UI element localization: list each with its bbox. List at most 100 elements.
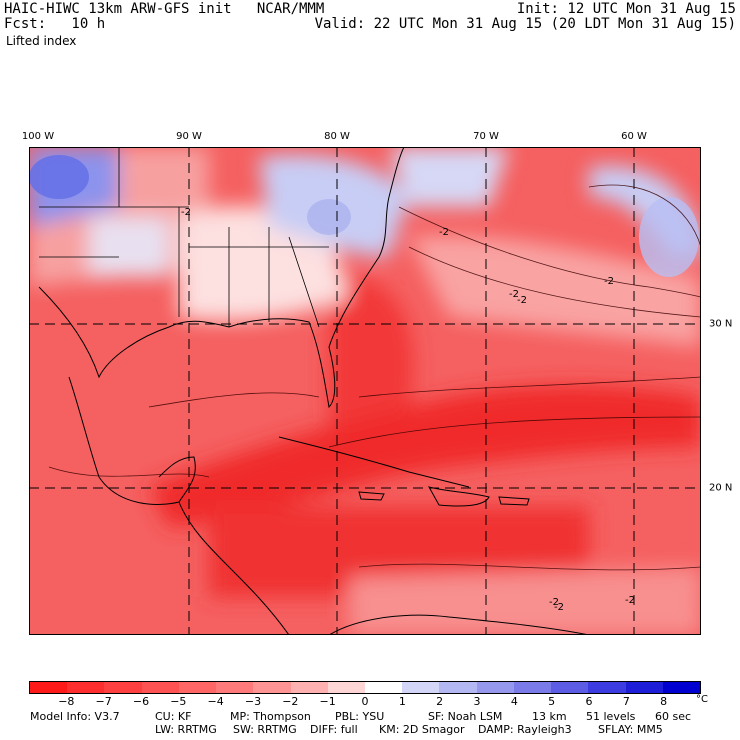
colorbar-swatch bbox=[402, 682, 440, 693]
colorbar-swatch bbox=[141, 682, 179, 693]
contour-label: -2 bbox=[554, 602, 564, 613]
colorbar-label: 4 bbox=[510, 695, 518, 708]
contour-label: -2 bbox=[439, 227, 449, 238]
colorbar-label: −1 bbox=[319, 695, 336, 708]
contours bbox=[48, 184, 701, 571]
map-border bbox=[29, 147, 701, 635]
latitude-label: 30 N bbox=[709, 318, 733, 330]
colorbar-label: −3 bbox=[244, 695, 262, 708]
state-border bbox=[39, 147, 329, 328]
forecast-hour: Fcst: 10 h bbox=[4, 16, 106, 32]
colorbar-label: 7 bbox=[622, 695, 630, 708]
colorbar-swatch bbox=[104, 682, 142, 693]
contour-line bbox=[588, 184, 701, 248]
contour-label: -2 bbox=[509, 289, 519, 300]
contour-line bbox=[408, 246, 701, 318]
us-gulf-coast bbox=[38, 147, 405, 409]
colorbar-swatch bbox=[30, 682, 68, 693]
colorbar-swatch bbox=[216, 682, 254, 693]
contour-line bbox=[398, 206, 701, 298]
model-info-item: SF: Noah LSM bbox=[428, 710, 503, 723]
graticule bbox=[29, 147, 701, 635]
colorbar-swatch bbox=[327, 682, 365, 693]
field-weak-south bbox=[349, 567, 701, 635]
field-positive-spot bbox=[307, 199, 351, 235]
model-info-item: CU: KF bbox=[155, 710, 192, 723]
field-name: Lifted index bbox=[6, 34, 77, 48]
contour-line bbox=[148, 392, 320, 408]
colorbar-label: −4 bbox=[207, 695, 224, 708]
contour-line bbox=[328, 416, 701, 448]
hispaniola-coast bbox=[428, 486, 490, 507]
init-time: Init: 12 UTC Mon 31 Aug 15 bbox=[516, 1, 736, 17]
colorbar-label: −8 bbox=[58, 695, 75, 708]
colorbar-label: 0 bbox=[361, 695, 369, 708]
model-info-item: 13 km bbox=[532, 710, 567, 723]
colorbar-label: 3 bbox=[473, 695, 481, 708]
coastlines bbox=[38, 147, 590, 635]
colorbar-swatch bbox=[588, 682, 626, 693]
model-info-item: PBL: YSU bbox=[335, 710, 385, 723]
model-info-row: Model Info: V3.7 CU: KF MP: Thompson PBL: Y… bbox=[0, 711, 740, 723]
model-title: HAIC-HIWC 13km ARW-GFS init NCAR/MMM bbox=[4, 1, 325, 17]
field-strong-band bbox=[149, 385, 701, 527]
longitude-label: 80 W bbox=[324, 131, 350, 142]
south-america-coast bbox=[328, 614, 590, 635]
colorbar-swatch bbox=[513, 682, 552, 693]
latitude-label: 20 N bbox=[709, 482, 733, 494]
colorbar-label: −6 bbox=[132, 695, 150, 708]
model-physics-item: SW: RRTMG bbox=[233, 723, 297, 736]
field-weak-atlantic bbox=[409, 235, 701, 347]
contour-line bbox=[358, 376, 701, 398]
field-positive-northeast bbox=[389, 147, 509, 207]
contour-label: -2 bbox=[517, 295, 527, 306]
model-physics-item: DIFF: full bbox=[310, 723, 358, 736]
colorbar-label: 1 bbox=[398, 695, 406, 708]
valid-time: Valid: 22 UTC Mon 31 Aug 15 (20 LDT Mon … bbox=[314, 16, 736, 32]
model-physics-item: KM: 2D Smagor bbox=[379, 723, 465, 736]
model-physics-item: LW: RRTMG bbox=[155, 723, 217, 736]
model-info-item: MP: Thompson bbox=[230, 710, 311, 723]
colorbar bbox=[29, 681, 701, 694]
colorbar-label: 6 bbox=[585, 695, 593, 708]
mexico-coast bbox=[68, 376, 196, 505]
puerto-rico-coast bbox=[498, 496, 530, 506]
model-info-item: 60 sec bbox=[655, 710, 692, 723]
lifted-index-map: -2 -2 -2 -2 -2 -2 -2 -2 bbox=[29, 147, 701, 635]
model-physics-item: SFLAY: MM5 bbox=[598, 723, 663, 736]
colorbar-swatch bbox=[551, 682, 589, 693]
field-positive-spot bbox=[29, 155, 89, 199]
cuba-coast bbox=[278, 436, 470, 488]
contour-label: -2 bbox=[549, 597, 559, 608]
contour-line bbox=[358, 563, 701, 571]
colorbar-swatch bbox=[253, 682, 291, 693]
jamaica-coast bbox=[358, 491, 385, 501]
contour-label: -2 bbox=[604, 276, 614, 287]
colorbar-label: 8 bbox=[660, 695, 668, 708]
colorbar-label: 5 bbox=[548, 695, 556, 708]
colorbar-swatch bbox=[662, 682, 700, 693]
colorbar-label: −2 bbox=[282, 695, 299, 708]
contour-line bbox=[48, 466, 210, 478]
model-physics-item: DAMP: Rayleigh3 bbox=[478, 723, 572, 736]
colorbar-swatch bbox=[476, 682, 514, 693]
colorbar-swatch bbox=[178, 682, 217, 693]
colorbar-swatch bbox=[364, 682, 403, 693]
field-strong-florida bbox=[329, 275, 414, 427]
colorbar-label: 2 bbox=[436, 695, 444, 708]
field-positive-spot bbox=[639, 197, 699, 277]
model-info-item: Model Info: V3.7 bbox=[30, 710, 120, 723]
longitude-label: 100 W bbox=[21, 131, 55, 142]
colorbar-label: −5 bbox=[170, 695, 187, 708]
longitude-label: 60 W bbox=[621, 131, 647, 142]
central-america-coast bbox=[178, 501, 290, 635]
colorbar-unit: °C bbox=[696, 694, 708, 705]
model-physics-row: LW: RRTMG SW: RRTMG DIFF: full KM: 2D Smago… bbox=[0, 724, 740, 736]
colorbar-label: −7 bbox=[95, 695, 112, 708]
field-positive-plains bbox=[89, 217, 169, 277]
colorbar-swatch bbox=[439, 682, 477, 693]
contour-label: -2 bbox=[181, 207, 191, 218]
contour-label: -2 bbox=[625, 595, 635, 606]
longitude-label: 70 W bbox=[473, 131, 499, 142]
colorbar-swatch bbox=[67, 682, 105, 693]
